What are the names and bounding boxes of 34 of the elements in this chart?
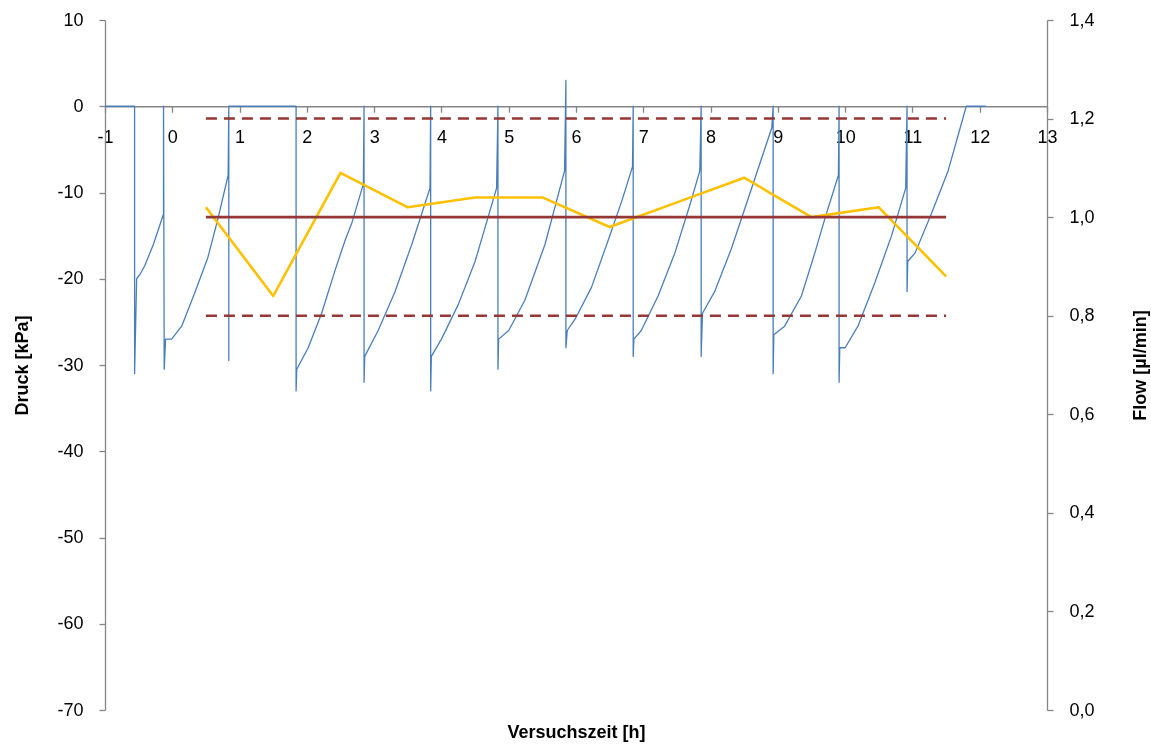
y-tick-label: 10 [63, 9, 84, 30]
y2-tick-label: 1,2 [1069, 108, 1095, 129]
y2-tick-label: 1,0 [1069, 206, 1095, 227]
x-tick-label: -1 [97, 126, 114, 147]
y2-tick-label: 0,4 [1069, 502, 1095, 523]
y-tick-label: -50 [57, 527, 84, 547]
x-tick-label: 9 [773, 126, 784, 147]
y-tick-label: -20 [57, 268, 84, 289]
x-tick-label: 4 [436, 126, 447, 147]
y2-tick-label: 1,4 [1069, 9, 1095, 30]
y-tick-label: -60 [57, 613, 84, 634]
y2-axis-title: Flow [µl/min] [1129, 310, 1150, 421]
x-tick-label: 2 [302, 126, 313, 147]
y2-tick-label: 0,0 [1069, 699, 1095, 720]
x-tick-label: 1 [235, 126, 246, 147]
x-tick-label: 0 [167, 126, 178, 147]
x-tick-label: 7 [638, 126, 649, 147]
y2-tick-label: 0,8 [1069, 305, 1095, 326]
x-tick-label: 13 [1037, 126, 1058, 147]
y-tick-label: -70 [57, 699, 84, 720]
y-tick-label: -30 [57, 354, 84, 375]
x-tick-label: 3 [369, 126, 380, 147]
y2-tick-label: 0,6 [1069, 403, 1095, 424]
y-tick-label: -40 [57, 440, 84, 461]
x-tick-label: 6 [571, 126, 582, 147]
y2-tick-label: 0,2 [1069, 600, 1095, 621]
line-series [204, 171, 948, 298]
x-tick-label: 5 [504, 126, 515, 147]
y-tick-label: -10 [57, 182, 84, 202]
y-tick-label: 0 [73, 95, 84, 116]
y-axis-title: Druck [kPa] [11, 315, 32, 416]
x-axis-title: Versuchszeit [h] [507, 721, 646, 742]
x-tick-label: 8 [706, 126, 717, 147]
x-tick-label: 12 [970, 126, 991, 147]
